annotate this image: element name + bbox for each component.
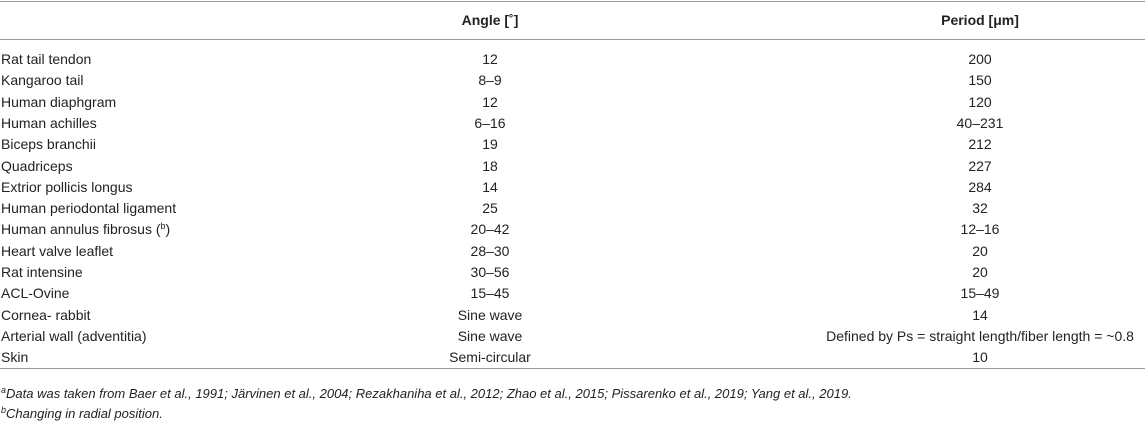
table-cell: 150 <box>968 72 992 89</box>
table-cell: 8–9 <box>478 72 502 89</box>
table-cell: Extrior pollicis longus <box>1 178 133 195</box>
table-cell: 227 <box>968 157 992 174</box>
table-cell: Defined by Ps = straight length/fiber le… <box>826 327 1134 344</box>
table-cell: Human achilles <box>1 114 97 131</box>
cell-text: Human annulus fibrosus ( <box>1 221 161 238</box>
table-cell: Cornea- rabbit <box>1 306 91 323</box>
table-cell: 284 <box>968 178 992 195</box>
header-rule <box>0 39 1145 40</box>
table-cell: Quadriceps <box>1 157 73 174</box>
table-cell: Arterial wall (adventitia) <box>1 327 147 344</box>
table-cell: Kangaroo tail <box>1 72 84 89</box>
footnote: aData was taken from Baer et al., 1991; … <box>1 385 852 402</box>
table-cell: 120 <box>968 93 992 110</box>
footnote: bChanging in radial position. <box>1 405 163 422</box>
table-cell: 200 <box>968 51 992 67</box>
table-cell: 14 <box>482 178 498 195</box>
table-cell: 12 <box>482 93 498 110</box>
table-cell: 15–49 <box>960 285 1000 302</box>
table-cell: 212 <box>968 136 992 153</box>
table-cell: 30–56 <box>470 264 510 280</box>
footnote-mark: b <box>160 221 166 232</box>
column-header: Angle [˚] <box>461 12 519 28</box>
table-cell: Heart valve leaflet <box>1 242 114 259</box>
bottom-rule <box>0 368 1145 369</box>
table-cell: 28–30 <box>470 242 510 259</box>
table-cell: Skin <box>1 349 29 366</box>
table-cell: 25 <box>482 200 498 217</box>
table-cell: 12 <box>482 51 498 67</box>
footnote-text: Changing in radial position. <box>6 406 163 421</box>
table-cell: 6–16 <box>474 114 506 131</box>
table-cell: Human periodontal ligament <box>1 200 177 217</box>
table-cell: 20 <box>972 264 988 280</box>
table-cell: 20–42 <box>470 221 510 238</box>
table-cell: Semi-circular <box>449 349 531 366</box>
table-cell: Human diaphgram <box>1 93 117 110</box>
table-cell: Rat intensine <box>1 264 83 280</box>
column-header: Period [μm] <box>941 12 1019 28</box>
cell-text: ) <box>165 221 171 238</box>
table-cell: 15–45 <box>470 285 510 302</box>
table-cell: Biceps branchii <box>1 136 96 153</box>
table-cell: 20 <box>972 242 988 259</box>
footnote-mark: a <box>1 385 7 395</box>
table-cell: 40–231 <box>956 114 1004 131</box>
table-cell: 12–16 <box>960 221 1000 238</box>
table-cell: 32 <box>972 200 988 217</box>
top-rule <box>0 1 1145 2</box>
footnote-mark: b <box>1 405 7 415</box>
table-cell: Sine wave <box>457 327 523 344</box>
table-cell: 14 <box>972 306 988 323</box>
table-cell: 10 <box>972 349 988 366</box>
table-cell: 19 <box>482 136 498 153</box>
table-cell: Sine wave <box>457 306 523 323</box>
table-cell: Human annulus fibrosus (b) <box>1 220 170 238</box>
footnote-text: Data was taken from Baer et al., 1991; J… <box>6 386 852 401</box>
table-cell: ACL-Ovine <box>1 285 70 302</box>
table-cell: Rat tail tendon <box>1 51 92 67</box>
table-cell: 18 <box>482 157 498 174</box>
